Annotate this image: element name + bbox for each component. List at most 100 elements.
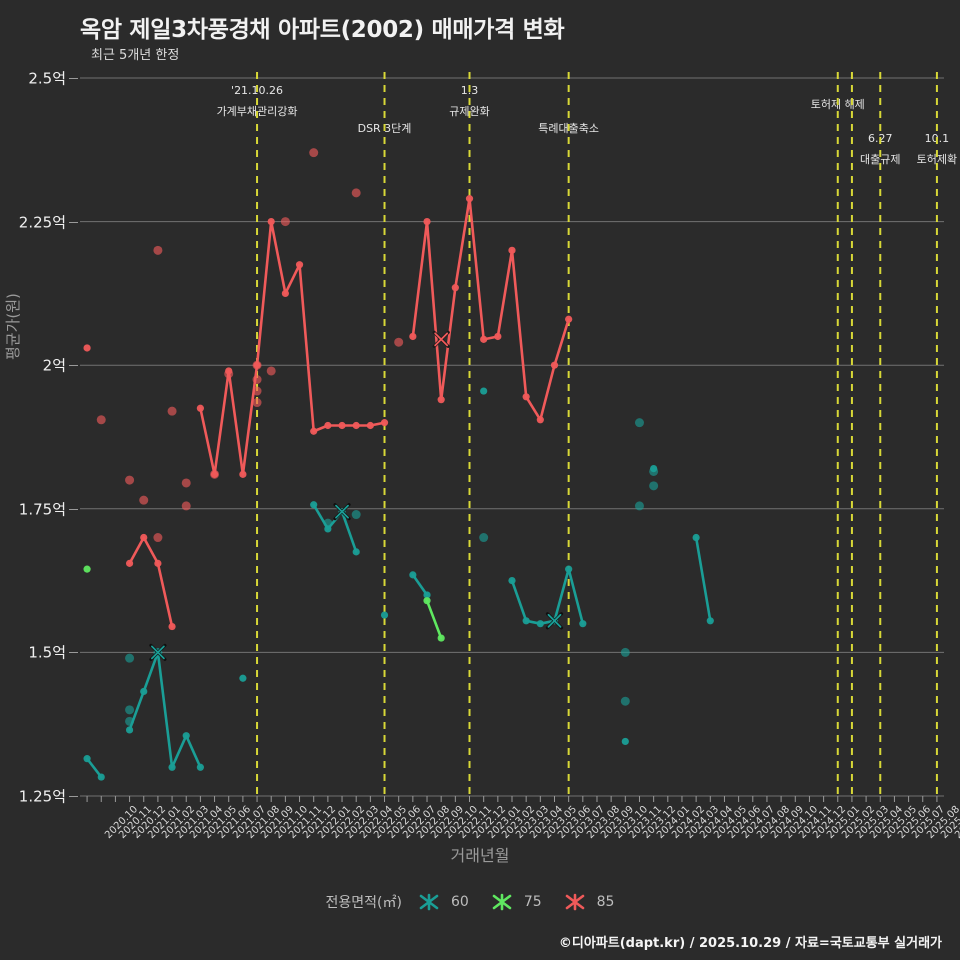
data-point [621, 737, 629, 746]
x-axis-title: 거래년월 [450, 846, 510, 865]
data-point [423, 597, 431, 605]
y-tick-label: 2.5억 [28, 69, 66, 88]
page-subtitle: 최근 5개년 한정 [91, 48, 180, 63]
legend-items: 60 75 85 [416, 892, 634, 912]
data-point [140, 687, 148, 696]
scatter-point [167, 406, 177, 416]
legend-title: 전용면적(㎡) [325, 895, 402, 911]
data-point [140, 533, 148, 542]
data-point [154, 559, 162, 567]
series-line [128, 651, 202, 769]
data-point [380, 611, 389, 619]
data-point [281, 289, 289, 297]
series-line [510, 567, 585, 625]
highlight-markers [149, 330, 564, 661]
data-point [97, 773, 105, 781]
scatter-point [620, 696, 630, 706]
page-title: 옥암 제일3차풍경채 아파트(2002) 매매가격 변화 [80, 17, 565, 43]
data-point [210, 470, 219, 478]
data-point [239, 674, 247, 682]
legend: 전용면적(㎡) 60 75 85 [0, 892, 960, 912]
data-point [423, 591, 431, 599]
legend-item-85[interactable]: 85 [562, 892, 615, 912]
event-name-label: 대출규제 [860, 153, 901, 166]
data-point [692, 533, 700, 542]
y-tick-mark [69, 221, 78, 223]
data-point [536, 620, 544, 628]
data-point [182, 732, 190, 740]
series-line [128, 536, 174, 628]
data-point [409, 571, 417, 579]
plot-svg [80, 72, 944, 802]
data-point [310, 501, 318, 509]
grid-lines [80, 77, 944, 797]
scatter-point [252, 398, 262, 408]
data-point [423, 218, 431, 226]
x-marker-icon [562, 892, 588, 912]
scatter-point [394, 337, 404, 347]
scatter-point [125, 653, 135, 663]
data-point [565, 565, 573, 573]
y-tick-label: 1.75억 [18, 500, 66, 519]
data-point [239, 470, 247, 478]
legend-item-label: 75 [523, 894, 542, 910]
legend-item-75[interactable]: 75 [489, 892, 542, 912]
data-point [83, 755, 91, 763]
legend-item-60[interactable]: 60 [416, 892, 469, 912]
y-tick-mark [69, 796, 78, 797]
scatter-point [634, 418, 644, 428]
data-point [253, 361, 261, 369]
series-line [199, 220, 386, 476]
data-point [168, 763, 176, 771]
data-point [465, 195, 474, 203]
series-85 [83, 148, 573, 631]
data-point [366, 421, 374, 430]
series-line [85, 757, 103, 779]
series-line [694, 536, 712, 623]
series-75 [83, 565, 445, 642]
scatter-point [309, 148, 319, 158]
data-point [295, 261, 304, 269]
y-tick-label: 1.5억 [28, 643, 66, 662]
data-point [522, 393, 530, 401]
data-point [310, 427, 318, 435]
data-point [508, 246, 516, 254]
scatter-point [125, 705, 135, 715]
y-tick-label: 1.25억 [18, 787, 66, 806]
scatter-point [139, 495, 149, 505]
data-point [267, 218, 275, 226]
scatter-point [634, 501, 644, 511]
series-line [312, 503, 358, 554]
series-60 [83, 387, 714, 781]
scatter-point [649, 481, 659, 491]
data-point [494, 332, 502, 341]
x-marker [335, 504, 349, 519]
data-point [168, 622, 176, 631]
data-point [125, 726, 134, 734]
data-point [83, 565, 91, 573]
y-tick-label: 2억 [42, 356, 66, 375]
plot-area [80, 72, 944, 802]
x-marker [434, 332, 449, 347]
data-point [352, 548, 360, 556]
data-point [437, 634, 445, 642]
series-line [411, 197, 570, 422]
data-point [196, 763, 204, 771]
data-point [579, 620, 587, 628]
data-point [650, 464, 658, 473]
scatter-point [181, 501, 191, 511]
data-point [565, 315, 573, 323]
y-axis-title: 평균가(원) [4, 293, 22, 360]
data-point [338, 421, 346, 430]
x-marker-icon [489, 892, 515, 912]
x-marker [151, 645, 165, 660]
data-point [522, 617, 530, 625]
scatter-point [153, 245, 163, 255]
event-name-label: 토허제확 [916, 153, 958, 166]
scatter-point [351, 510, 361, 520]
scatter-point [479, 533, 489, 543]
legend-item-label: 85 [596, 894, 615, 910]
scatter-point [351, 188, 361, 198]
y-tick-mark [69, 78, 78, 79]
data-point [225, 367, 233, 375]
